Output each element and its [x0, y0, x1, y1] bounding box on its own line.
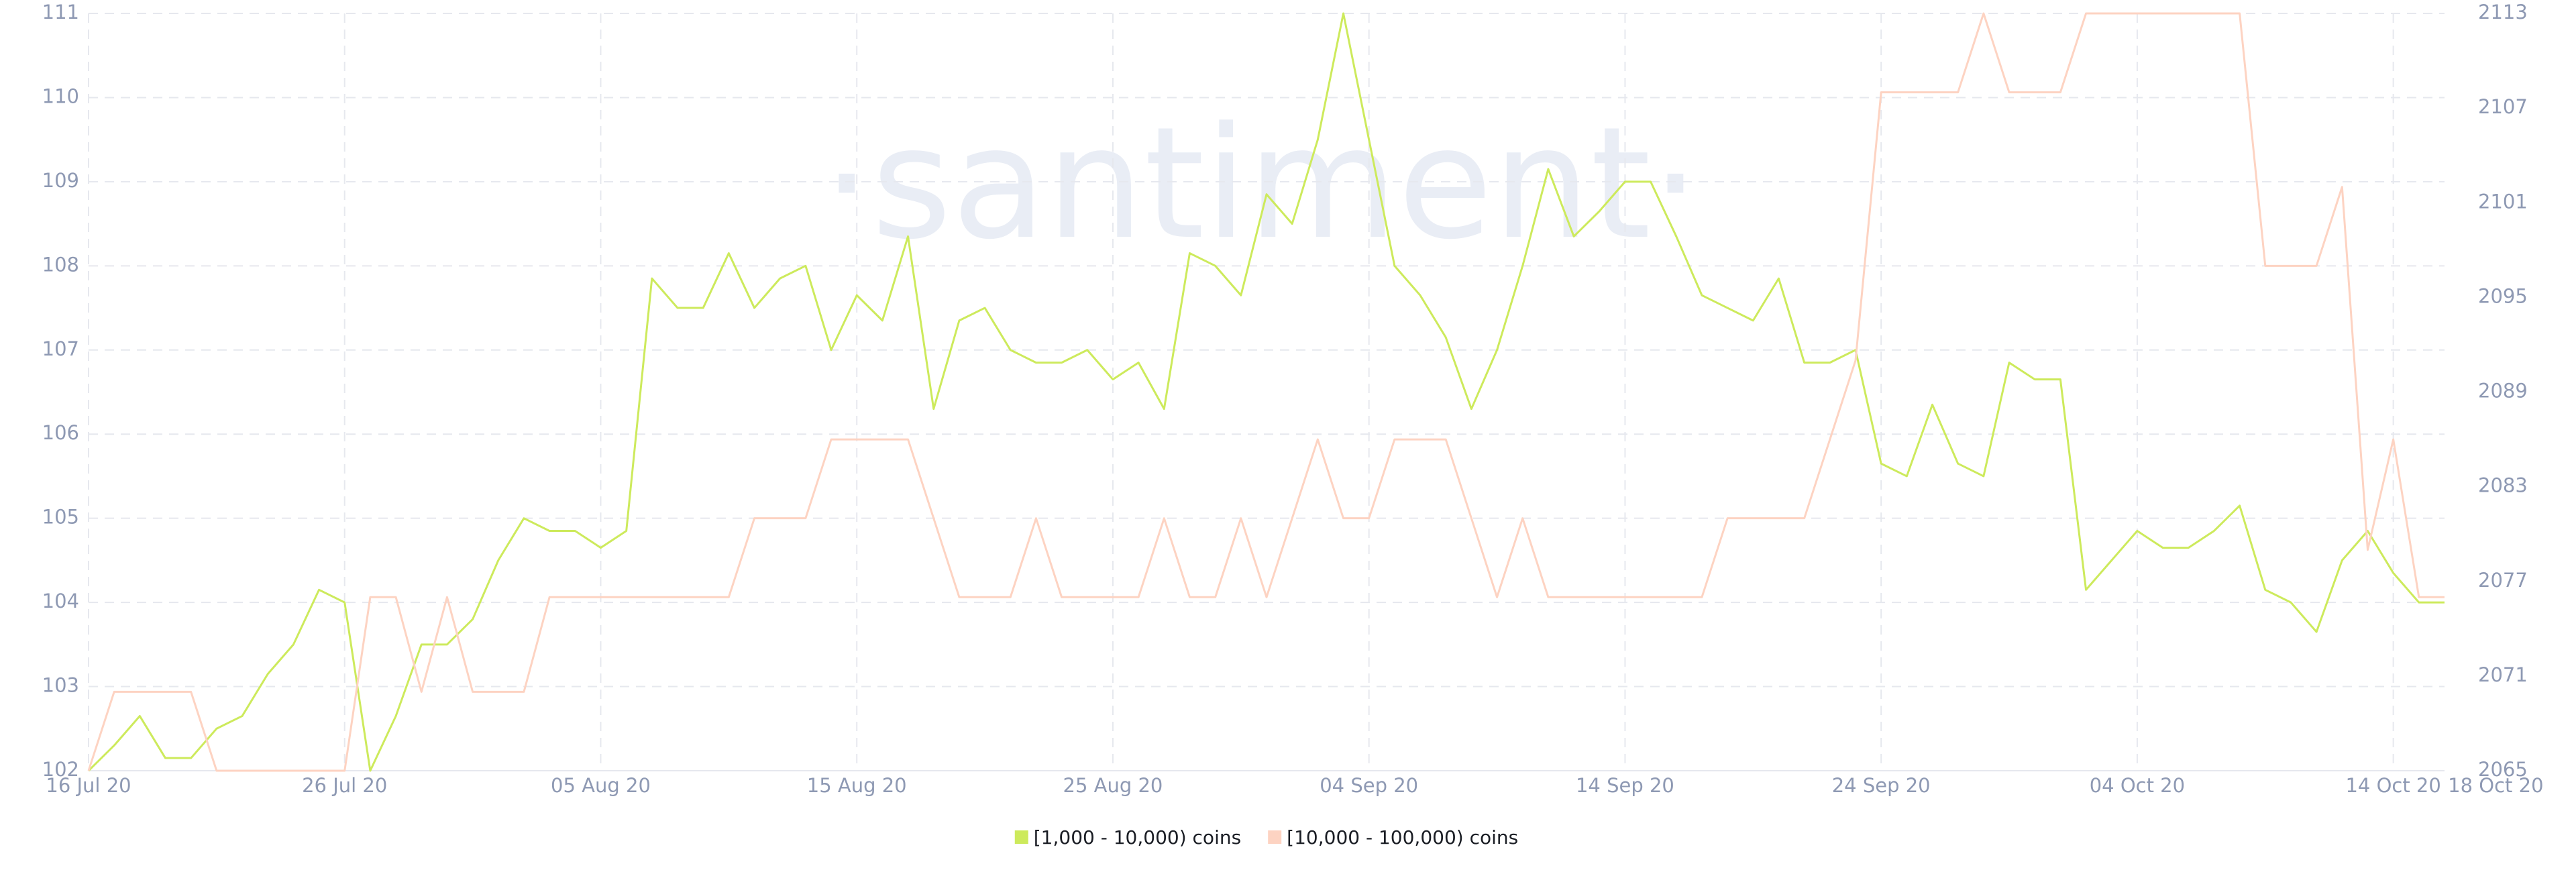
legend-label: [1,000 - 10,000) coins [1034, 826, 1241, 849]
x-tick-label: 04 Sep 20 [1320, 774, 1418, 797]
y-tick-label: 105 [42, 506, 79, 529]
x-tick-label: 25 Aug 20 [1063, 774, 1163, 797]
y2-tick-label: 2089 [2478, 380, 2528, 402]
y-tick-label: 102 [42, 758, 79, 781]
x-tick-label: 14 Oct 20 [2345, 774, 2440, 797]
y-tick-label: 106 [42, 421, 79, 444]
series-line [87, 12, 2445, 772]
y-tick-label: 104 [42, 590, 79, 612]
y2-tick-label: 2101 [2478, 190, 2528, 213]
legend-swatch [1268, 830, 1282, 844]
legend: [1,000 - 10,000) coins [10,000 - 100,000)… [1014, 826, 1518, 849]
y-tick-label: 108 [42, 253, 79, 276]
x-tick-label: 16 Jul 20 [46, 774, 131, 797]
legend-label: [10,000 - 100,000) coins [1287, 826, 1518, 849]
y-tick-label: 111 [42, 1, 79, 23]
y2-tick-label: 2077 [2478, 569, 2528, 592]
y2-tick-label: 2107 [2478, 95, 2528, 118]
x-tick-label: 05 Aug 20 [551, 774, 651, 797]
y-tick-label: 110 [42, 85, 79, 107]
y2-tick-label: 2083 [2478, 474, 2528, 497]
watermark: ·santiment· [822, 95, 1700, 274]
y2-tick-label: 2095 [2478, 284, 2528, 307]
series-line [87, 12, 2445, 772]
y-tick-label: 103 [42, 674, 79, 697]
legend-swatch [1014, 830, 1028, 844]
y2-tick-label: 2113 [2478, 1, 2528, 23]
y2-tick-label: 2065 [2478, 758, 2528, 781]
x-tick-label: 14 Sep 20 [1576, 774, 1674, 797]
x-tick-label: 26 Jul 20 [302, 774, 387, 797]
x-tick-label: 24 Sep 20 [1832, 774, 1931, 797]
y2-tick-label: 2071 [2478, 663, 2528, 686]
x-tick-label: 04 Oct 20 [2090, 774, 2185, 797]
y-tick-label: 109 [42, 169, 79, 192]
x-tick-label: 18 Oct 20 [2448, 774, 2543, 797]
y-tick-label: 107 [42, 337, 79, 360]
x-tick-label: 15 Aug 20 [807, 774, 907, 797]
